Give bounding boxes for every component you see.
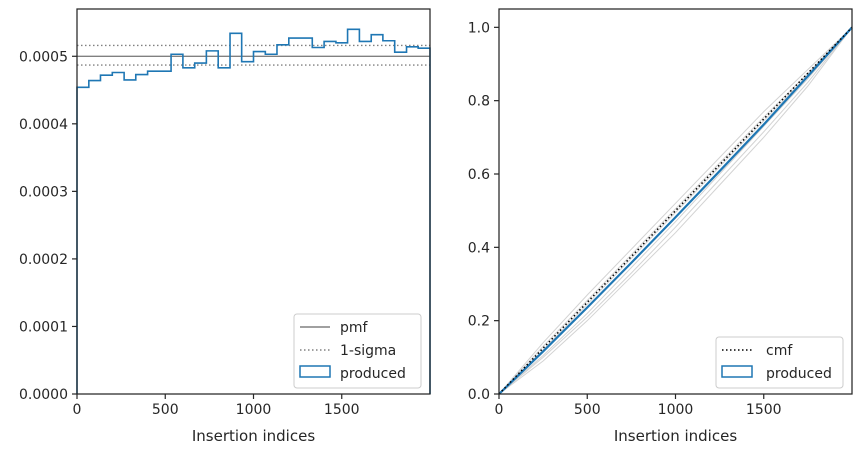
left-x-axis: 0 500 1000 1500	[73, 394, 360, 418]
right-legend: cmf produced	[715, 336, 844, 389]
left-x-tick-label: 1500	[324, 402, 360, 418]
right-y-tick-label: 0.0	[468, 387, 490, 403]
legend-produced-swatch-right	[721, 365, 753, 378]
produced-histogram	[76, 28, 431, 394]
background-curve-0	[498, 27, 853, 395]
right-legend-box	[715, 336, 844, 389]
left-x-tick-label: 500	[152, 402, 179, 418]
background-curve-3	[498, 26, 853, 395]
right-x-axis-label: Insertion indices	[614, 427, 737, 445]
background-curve-5	[498, 26, 853, 395]
right-y-tick-label: 0.6	[468, 167, 490, 183]
right-y-tick-label: 0.4	[468, 240, 490, 256]
right-y-tick-label: 0.8	[468, 94, 490, 110]
left-y-tick-label: 0.0005	[19, 49, 68, 65]
left-legend-box	[293, 313, 422, 389]
legend-produced-label: produced	[340, 366, 406, 382]
legend-pmf-label: pmf	[340, 320, 369, 336]
produced-cmf-line	[498, 26, 853, 395]
background-curve-2	[498, 27, 853, 395]
left-x-axis-label: Insertion indices	[192, 427, 315, 445]
right-x-tick-label: 500	[574, 402, 601, 418]
right-y-tick-label: 0.2	[468, 314, 490, 330]
right-axes-frame	[498, 8, 853, 395]
left-y-axis: 0.0000 0.0001 0.0002 0.0003 0.0004 0.0005	[19, 49, 77, 403]
left-y-tick-label: 0.0001	[19, 319, 68, 335]
left-y-tick-label: 0.0000	[19, 387, 68, 403]
legend-produced-label-right: produced	[766, 366, 832, 382]
left-y-tick-label: 0.0002	[19, 252, 68, 268]
legend-cmf-label: cmf	[766, 343, 793, 359]
left-x-tick-label: 1000	[236, 402, 272, 418]
left-plot-area	[76, 28, 431, 394]
legend-1-sigma-label: 1-sigma	[340, 343, 396, 359]
right-x-tick-label: 1000	[658, 402, 694, 418]
left-y-tick-label: 0.0003	[19, 184, 68, 200]
left-x-tick-label: 0	[73, 402, 82, 418]
left-axes-frame	[76, 8, 431, 395]
right-y-tick-label: 1.0	[468, 20, 490, 36]
left-chart: 0 500 1000 1500 0.00000.00010.00020.00030.0…	[19, 8, 431, 445]
right-x-axis: 0 500 1000 1500	[495, 394, 782, 418]
left-y-tick-label: 0.0004	[19, 117, 68, 133]
right-plot-area	[498, 26, 853, 395]
legend-produced-swatch	[299, 365, 331, 378]
right-y-axis: 0.0 0.2 0.4 0.6 0.8 1.0	[468, 20, 499, 403]
right-x-tick-label: 1500	[746, 402, 782, 418]
right-x-tick-label: 0	[495, 402, 504, 418]
right-chart: 0 500 1000 1500 0.0 0.2 0.4 0.6 0.8 1.0 Insertio…	[468, 8, 853, 445]
background-curve-1	[498, 27, 853, 395]
cmf-line	[498, 26, 853, 395]
left-legend: pmf 1-sigma produced	[293, 313, 422, 389]
